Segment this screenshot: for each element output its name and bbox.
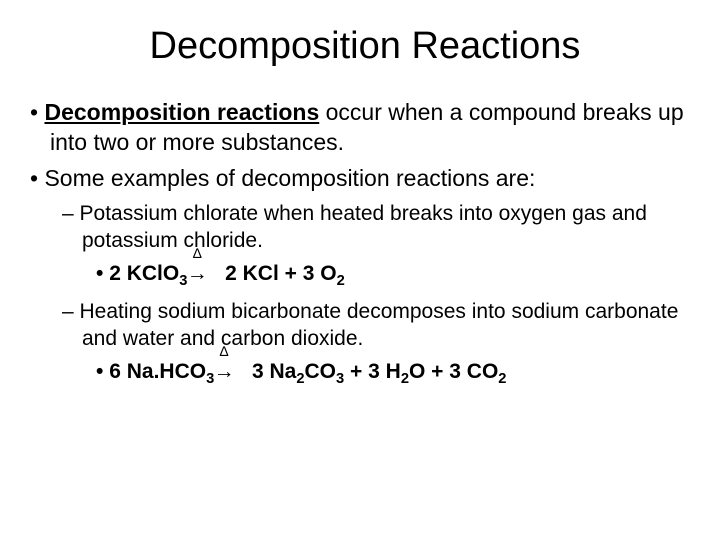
bullet-definition: Decomposition reactions occur when a com… xyxy=(50,98,700,158)
eq1-r1-compound: KCl xyxy=(243,262,279,285)
eq2-r3-sub: 2 xyxy=(498,371,506,387)
arrow-symbol-2: → xyxy=(214,360,235,383)
delta-symbol-1: ∆ xyxy=(193,246,219,260)
eq2-r1-sub2: 3 xyxy=(336,371,344,387)
eq2-r1-coef: 3 xyxy=(252,360,264,383)
eq1-r1-coef: 2 xyxy=(225,262,237,285)
eq1-r2-sub: 2 xyxy=(337,273,345,289)
eq2-r1-compound: Na xyxy=(269,360,296,383)
reaction-arrow-1: ∆→ xyxy=(193,260,219,287)
arrow-symbol-1: → xyxy=(187,262,208,285)
eq1-r2-coef: 3 xyxy=(303,262,315,285)
equation-2: 6 Na.HCO3 ∆→ 3 Na2CO3 + 3 H2O + 3 CO2 xyxy=(114,358,700,385)
slide-title: Decomposition Reactions xyxy=(30,25,700,68)
example-sodium-bicarbonate: Heating sodium bicarbonate decomposes in… xyxy=(82,298,700,353)
eq2-r3-compound: CO xyxy=(467,360,499,383)
bullet-examples-intro: Some examples of decomposition reactions… xyxy=(50,164,700,194)
eq2-r2-sub: 2 xyxy=(401,371,409,387)
eq2-r1-compound2: CO xyxy=(305,360,337,383)
eq2-r1-sub1: 2 xyxy=(296,371,304,387)
term-bold: Decomposition reactions xyxy=(44,99,319,125)
delta-symbol-2: ∆ xyxy=(220,344,246,358)
eq2-lhs-compound: Na.HCO xyxy=(127,360,206,383)
eq1-lhs-coef: 2 xyxy=(109,262,121,285)
reaction-arrow-2: ∆→ xyxy=(220,358,246,385)
example-potassium-chlorate: Potassium chlorate when heated breaks in… xyxy=(82,200,700,255)
eq2-r2-compound: H xyxy=(386,360,401,383)
eq2-r2-compound2: O xyxy=(409,360,425,383)
eq2-plus2: + xyxy=(425,360,449,383)
equation-1: 2 KClO3 ∆→ 2 KCl + 3 O2 xyxy=(114,260,700,287)
eq2-lhs-coef: 6 xyxy=(109,360,121,383)
eq1-plus: + xyxy=(279,262,303,285)
eq2-r2-coef: 3 xyxy=(368,360,380,383)
eq1-r2-compound: O xyxy=(320,262,336,285)
eq1-lhs-compound: KClO xyxy=(127,262,180,285)
eq2-plus1: + xyxy=(344,360,368,383)
eq2-r3-coef: 3 xyxy=(449,360,461,383)
